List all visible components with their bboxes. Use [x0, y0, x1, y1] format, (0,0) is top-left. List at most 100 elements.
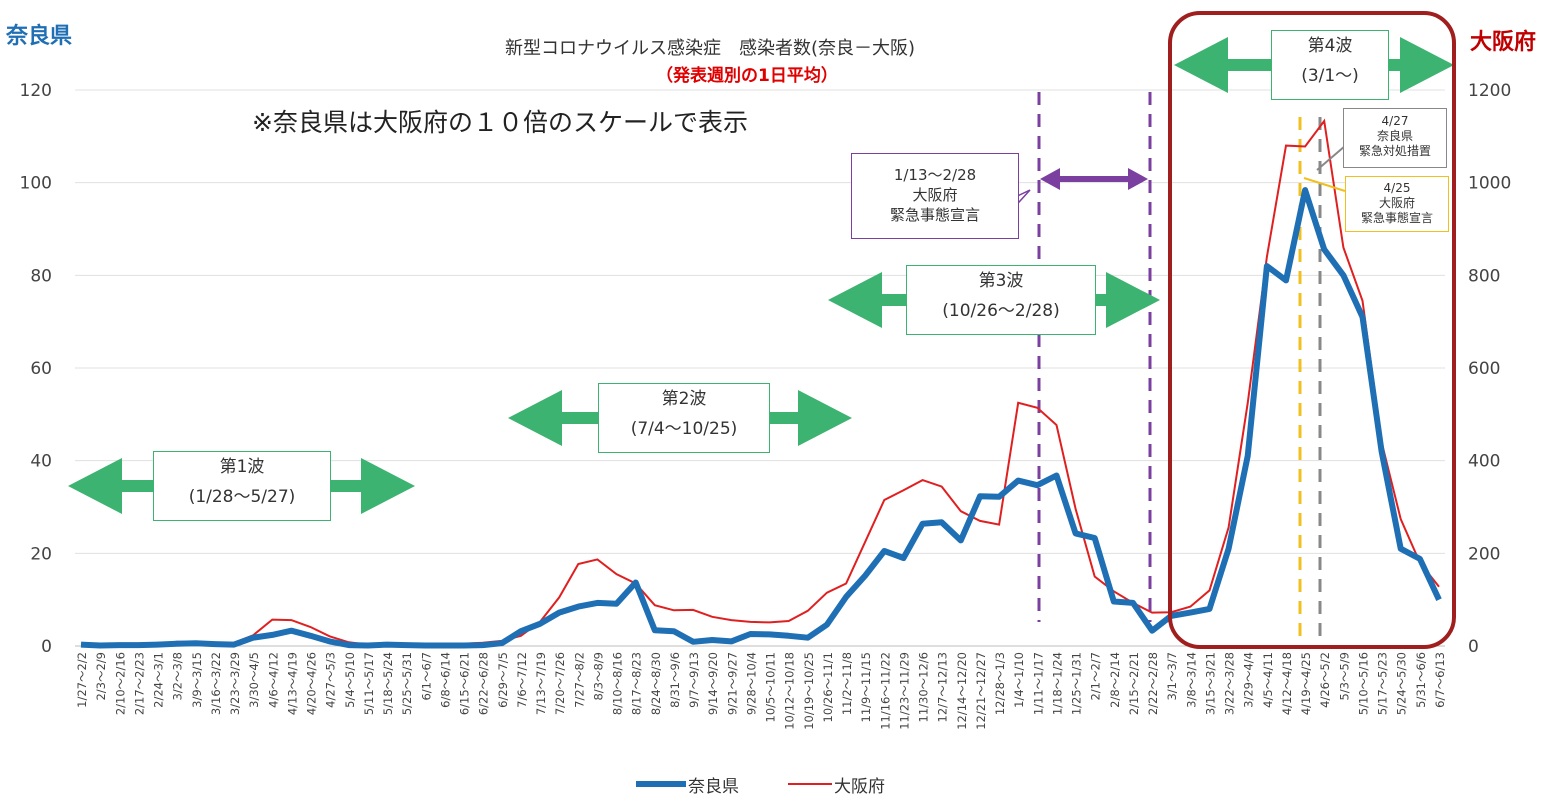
- right-tick-label: 1000: [1468, 174, 1511, 194]
- wave-arrow-head-right: [798, 390, 852, 446]
- x-tick-label: 12/7～12/13: [936, 652, 950, 722]
- right-tick-label: 0: [1468, 637, 1479, 657]
- wave-arrow-head-right: [361, 458, 415, 514]
- osaka-emergency-2-region: 大阪府: [1378, 196, 1415, 210]
- left-tick-label: 20: [30, 544, 52, 564]
- x-tick-label: 9/21～9/27: [725, 652, 739, 715]
- wave-1-label: 第1波: [219, 457, 265, 477]
- x-tick-label: 3/2～3/8: [171, 652, 185, 701]
- x-tick-label: 3/30～4/5: [247, 652, 261, 708]
- x-tick-label: 4/20～4/26: [305, 652, 319, 715]
- scale-note: ※奈良県は大阪府の１０倍のスケールで表示: [252, 108, 748, 137]
- x-tick-label: 8/10～8/16: [611, 652, 625, 715]
- wave-1-period: (1/28～5/27): [188, 487, 296, 507]
- x-tick-label: 1/11～1/17: [1031, 652, 1045, 715]
- left-axis-label: 奈良県: [6, 24, 73, 49]
- wave-1-box: 第1波 (1/28～5/27): [153, 451, 331, 521]
- x-tick-label: 12/21～12/27: [974, 652, 988, 730]
- x-tick-label: 1/27～2/2: [75, 652, 89, 708]
- left-tick-label: 60: [30, 359, 52, 379]
- wave-4-period: (3/1～): [1301, 66, 1359, 86]
- chart-subtitle: （発表週別の1日平均）: [656, 66, 838, 86]
- x-tick-label: 5/24～5/30: [1395, 652, 1409, 715]
- wave-arrow-head-right: [1106, 272, 1160, 328]
- x-tick-label: 7/20～7/26: [553, 652, 567, 715]
- x-tick-label: 4/13～4/19: [285, 652, 299, 715]
- x-tick-label: 5/11～5/17: [362, 652, 376, 715]
- x-tick-label: 2/8～2/14: [1108, 652, 1122, 708]
- x-tick-label: 6/29～7/5: [496, 652, 510, 708]
- x-tick-label: 4/5～4/11: [1261, 652, 1275, 708]
- x-tick-label: 3/29～4/4: [1242, 652, 1256, 708]
- x-tick-label: 1/4～1/10: [1012, 652, 1026, 708]
- x-tick-label: 12/14～12/20: [955, 652, 969, 730]
- x-tick-label: 8/3～8/9: [591, 652, 605, 701]
- x-tick-label: 4/6～4/12: [266, 652, 280, 708]
- osaka-emergency-2-callout: 4/25 大阪府 緊急事態宣言: [1345, 176, 1449, 232]
- osaka-emergency-1-date: 1/13～2/28: [893, 166, 977, 184]
- osaka-emergency-2-date: 4/25: [1383, 181, 1411, 195]
- wave-3-box: 第3波 (10/26～2/28): [906, 265, 1096, 335]
- x-tick-label: 3/16～3/22: [209, 652, 223, 715]
- x-tick-label: 5/17～5/23: [1376, 652, 1390, 715]
- x-tick-label: 4/26～5/2: [1318, 652, 1332, 708]
- x-tick-label: 7/27～8/2: [572, 652, 586, 708]
- x-tick-label: 2/10～2/16: [113, 652, 127, 715]
- wave-3-label: 第3波: [978, 271, 1024, 291]
- osaka-emergency-2-pointer: [1303, 177, 1346, 192]
- nara-measures-region: 奈良県: [1376, 129, 1413, 143]
- x-tick-label: 11/2～11/8: [840, 652, 854, 715]
- x-tick-label: 9/14～9/20: [706, 652, 720, 715]
- x-tick-label: 9/28～10/4: [744, 652, 758, 715]
- x-tick-label: 1/18～1/24: [1050, 652, 1064, 715]
- right-tick-label: 1200: [1468, 81, 1511, 101]
- wave-2-box: 第2波 (7/4～10/25): [598, 383, 770, 453]
- x-tick-label: 3/8～3/14: [1184, 652, 1198, 708]
- left-tick-label: 0: [41, 637, 52, 657]
- x-tick-label: 5/31～6/6: [1414, 652, 1428, 708]
- x-tick-label: 5/18～5/24: [381, 652, 395, 715]
- x-tick-label: 8/24～8/30: [649, 652, 663, 715]
- osaka-emergency-1-region: 大阪府: [912, 186, 958, 204]
- fourth-wave-frame: [1168, 11, 1456, 649]
- left-tick-label: 100: [20, 174, 52, 194]
- x-tick-label: 8/17～8/23: [630, 652, 644, 715]
- x-tick-label: 7/13～7/19: [534, 652, 548, 715]
- x-tick-label: 8/31～9/6: [668, 652, 682, 708]
- x-tick-label: 10/19～10/25: [802, 652, 816, 730]
- x-tick-label: 5/10～5/16: [1356, 652, 1370, 715]
- right-axis-label: 大阪府: [1470, 30, 1537, 55]
- x-tick-label: 4/12～4/18: [1280, 652, 1294, 715]
- x-tick-label: 4/27～5/3: [324, 652, 338, 708]
- left-tick-label: 80: [30, 266, 52, 286]
- x-tick-label: 3/9～3/15: [190, 652, 204, 708]
- emergency-period-arrow: [1040, 168, 1148, 190]
- wave-4-box: 第4波 (3/1～): [1271, 30, 1389, 100]
- osaka-emergency-2-measure: 緊急事態宣言: [1360, 211, 1433, 225]
- x-tick-label: 5/4～5/10: [343, 652, 357, 708]
- x-tick-label: 11/9～11/15: [859, 652, 873, 722]
- x-tick-label: 6/22～6/28: [477, 652, 491, 715]
- x-tick-label: 10/12～10/18: [783, 652, 797, 730]
- x-tick-label: 2/22～2/28: [1146, 652, 1160, 715]
- x-tick-label: 6/15～6/21: [458, 652, 472, 715]
- x-tick-label: 12/28～1/3: [993, 652, 1007, 715]
- x-tick-label: 3/1～3/7: [1165, 652, 1179, 701]
- nara-series-line: [80, 187, 1442, 649]
- x-tick-label: 2/17～2/23: [132, 652, 146, 715]
- x-tick-label: 5/25～5/31: [400, 652, 414, 715]
- x-tick-label: 3/22～3/28: [1223, 652, 1237, 715]
- nara-measures-date: 4/27: [1381, 114, 1409, 128]
- x-tick-label: 10/5～10/11: [764, 652, 778, 722]
- x-tick-label: 11/23～11/29: [897, 652, 911, 730]
- right-tick-label: 600: [1468, 359, 1500, 379]
- x-tick-label: 9/7～9/13: [687, 652, 701, 708]
- x-tick-label: 2/1～2/7: [1089, 652, 1103, 701]
- x-tick-label: 10/26～11/1: [821, 652, 835, 722]
- right-tick-label: 200: [1468, 544, 1500, 564]
- right-tick-label: 400: [1468, 452, 1500, 472]
- x-tick-label: 11/16～11/22: [878, 652, 892, 730]
- grid-lines: [75, 89, 1445, 647]
- right-tick-label: 800: [1468, 266, 1500, 286]
